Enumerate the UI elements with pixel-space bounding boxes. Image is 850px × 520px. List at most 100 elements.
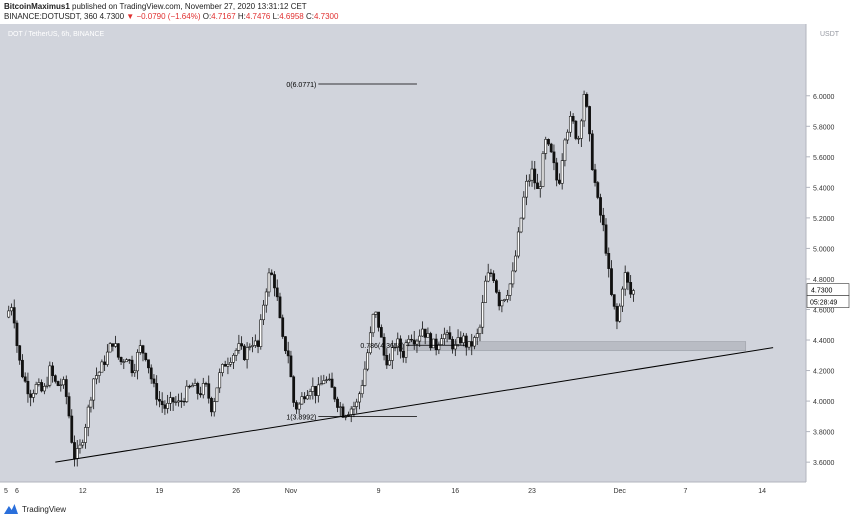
x-tick-label: 12 bbox=[79, 488, 87, 495]
candle-body bbox=[593, 169, 597, 183]
time-axis[interactable] bbox=[0, 482, 850, 502]
candle-body bbox=[305, 395, 309, 400]
candle-body bbox=[366, 352, 370, 370]
candle-body bbox=[388, 360, 391, 366]
candle-body bbox=[596, 182, 600, 198]
candle-body bbox=[385, 355, 389, 366]
candle-body bbox=[538, 186, 542, 189]
candle-body bbox=[607, 253, 611, 269]
candle-body bbox=[555, 162, 559, 181]
candle-body bbox=[179, 400, 183, 402]
y-tick-label: 4.4000 bbox=[813, 338, 835, 345]
candle-body bbox=[489, 272, 493, 274]
candle-body bbox=[127, 359, 131, 361]
candle-body bbox=[212, 401, 216, 413]
candle-body bbox=[37, 382, 41, 385]
candle-body bbox=[410, 338, 413, 341]
price-axis[interactable] bbox=[806, 24, 850, 482]
candle-body bbox=[442, 333, 446, 339]
author-name[interactable]: BitcoinMaximus1 bbox=[4, 2, 70, 11]
y-tick-label: 5.2000 bbox=[813, 216, 835, 223]
candle-body bbox=[78, 444, 82, 449]
candle-body bbox=[516, 231, 520, 257]
candle-body bbox=[286, 350, 290, 357]
candle-body bbox=[612, 294, 616, 307]
candle-body bbox=[571, 115, 575, 122]
candle-body bbox=[311, 385, 315, 392]
candle-body bbox=[59, 384, 63, 386]
candle-body bbox=[371, 314, 375, 334]
candle-body bbox=[434, 338, 438, 351]
candle-body bbox=[10, 307, 13, 312]
candle-body bbox=[64, 379, 68, 397]
candle-body bbox=[618, 305, 622, 322]
candle-body bbox=[481, 302, 485, 328]
open-value: 4.7167 bbox=[211, 12, 236, 21]
candle-body bbox=[262, 304, 265, 321]
candle-body bbox=[610, 268, 613, 295]
candle-body bbox=[560, 160, 564, 184]
y-tick-label: 5.8000 bbox=[813, 124, 835, 131]
candle-body bbox=[281, 317, 285, 337]
candle-body bbox=[125, 359, 128, 363]
candle-body bbox=[536, 182, 539, 189]
candle-body bbox=[629, 282, 633, 295]
candle-body bbox=[204, 383, 208, 385]
chart-pane[interactable] bbox=[0, 24, 806, 482]
candle-body bbox=[456, 337, 460, 345]
x-tick-label: 5 bbox=[4, 488, 8, 495]
candle-body bbox=[86, 406, 90, 428]
candle-body bbox=[423, 328, 427, 338]
candle-body bbox=[56, 381, 60, 386]
candle-body bbox=[623, 272, 627, 290]
candle-body bbox=[215, 387, 219, 402]
candle-body bbox=[278, 296, 282, 319]
candle-body bbox=[467, 341, 471, 348]
low-value: 4.6958 bbox=[279, 12, 304, 21]
x-tick-label: 6 bbox=[15, 488, 19, 495]
candle-body bbox=[97, 371, 101, 376]
open-label: O: bbox=[202, 12, 212, 21]
chart-legend: DOT / TetherUS, 6h, BINANCE bbox=[8, 31, 105, 38]
candle-body bbox=[514, 255, 517, 272]
candle-body bbox=[473, 337, 476, 347]
footer-brand[interactable]: TradingView bbox=[4, 504, 66, 514]
close-label: C: bbox=[305, 12, 314, 21]
candle-body bbox=[105, 351, 109, 365]
candle-body bbox=[358, 393, 361, 403]
candle-body bbox=[12, 307, 16, 324]
candle-body bbox=[453, 344, 457, 350]
candle-body bbox=[368, 332, 372, 354]
candle-body bbox=[253, 340, 257, 346]
fib-level-label: 0(6.0771) bbox=[286, 82, 316, 89]
candle-body bbox=[497, 291, 501, 307]
candle-body bbox=[259, 319, 263, 347]
candle-body bbox=[407, 338, 411, 344]
symbol-label: BINANCE:DOTUSDT, 360 bbox=[4, 12, 98, 21]
candle-body bbox=[70, 415, 74, 443]
candle-body bbox=[193, 383, 197, 386]
candle-body bbox=[415, 340, 419, 345]
candle-body bbox=[341, 406, 345, 418]
candle-body bbox=[122, 361, 126, 363]
candle-body bbox=[100, 361, 104, 373]
candle-body bbox=[133, 370, 137, 374]
ohlc-line: BINANCE:DOTUSDT, 360 4.7300 ▼ −0.0790 (−… bbox=[4, 12, 338, 21]
candle-body bbox=[141, 345, 145, 354]
candle-body bbox=[103, 361, 107, 365]
price-chart[interactable]: DOT / TetherUS, 6h, BINANCE USDT 3.6000 3.8… bbox=[0, 24, 850, 502]
candle-body bbox=[300, 396, 304, 405]
candle-body bbox=[42, 386, 46, 392]
candle-body bbox=[174, 401, 178, 404]
candle-body bbox=[248, 346, 252, 348]
candle-body bbox=[67, 396, 71, 417]
candle-body bbox=[568, 115, 572, 133]
currency-label: USDT bbox=[820, 31, 840, 38]
candle-body bbox=[308, 391, 312, 396]
candle-body bbox=[363, 368, 367, 386]
candle-body bbox=[401, 350, 405, 358]
high-value: 4.7476 bbox=[245, 12, 271, 21]
candle-body bbox=[270, 272, 274, 275]
candle-body bbox=[393, 346, 397, 349]
ascending-trendline[interactable] bbox=[55, 347, 774, 463]
